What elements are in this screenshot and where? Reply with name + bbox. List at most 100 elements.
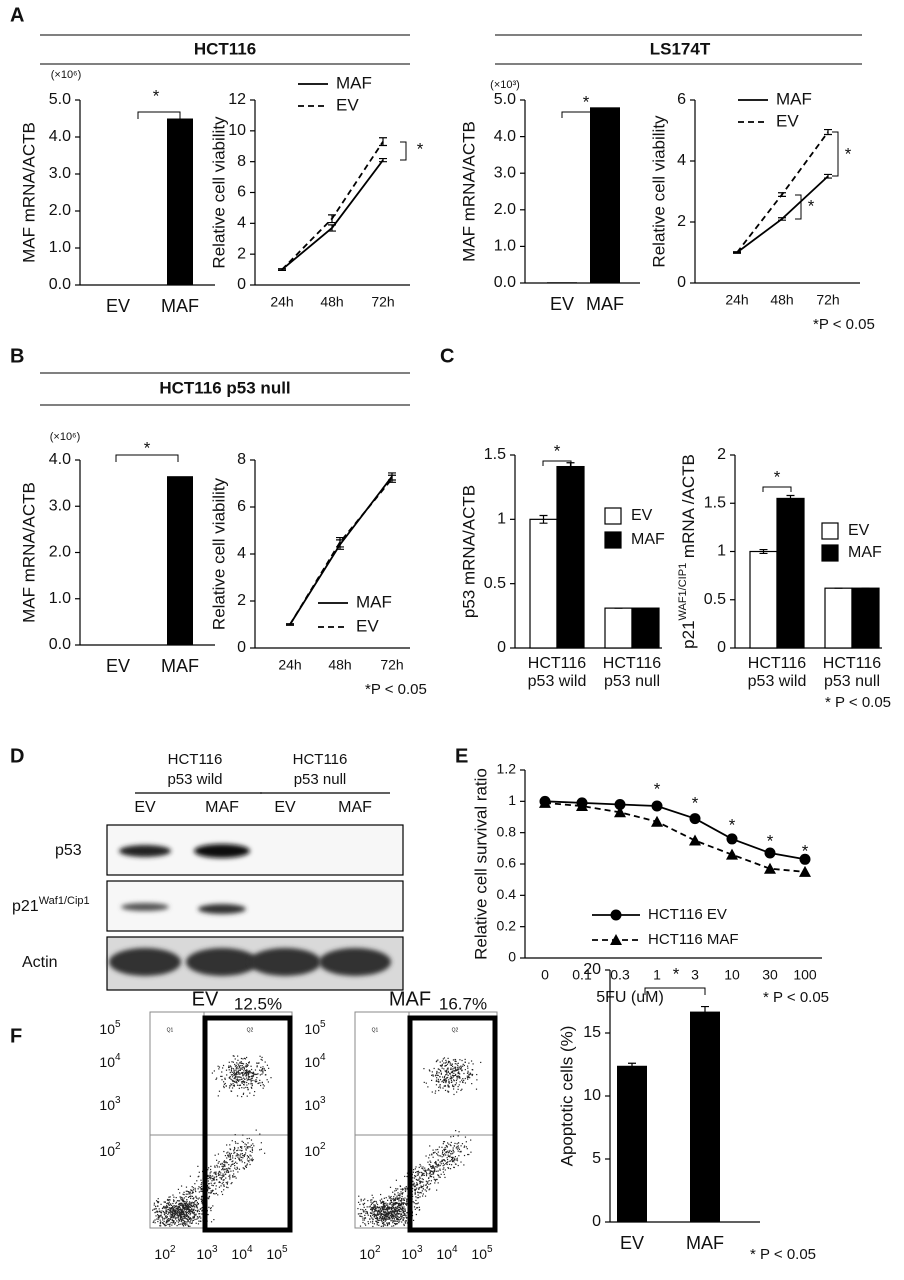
flow-dot [237, 1068, 239, 1070]
flow-dot [167, 1199, 170, 1201]
blot-band [194, 844, 250, 858]
flow-dot [457, 1135, 459, 1137]
flow-dot [178, 1207, 180, 1209]
flow-dot [228, 1156, 230, 1158]
flow-dot [463, 1064, 465, 1067]
flow-dot [384, 1209, 386, 1211]
y-tick-label: 2 [237, 592, 246, 609]
flow-dot [173, 1196, 175, 1198]
flow-dot [389, 1199, 392, 1201]
flow-dot [196, 1211, 199, 1213]
flow-dot [231, 1087, 234, 1089]
flow-dot [455, 1070, 457, 1072]
flow-dot [467, 1070, 469, 1072]
flow-dot [452, 1157, 454, 1159]
flow-dot [249, 1092, 251, 1094]
flow-dot [244, 1152, 247, 1154]
flow-dot [448, 1081, 450, 1083]
flow-dot [246, 1064, 249, 1066]
flow-dot [461, 1088, 463, 1090]
flow-dot [181, 1202, 183, 1205]
flow-dot [240, 1067, 242, 1069]
flow-dot [182, 1213, 185, 1215]
flow-dot [454, 1158, 456, 1160]
flow-dot [370, 1207, 372, 1209]
flow-dot [249, 1154, 251, 1156]
flow-dot [400, 1215, 402, 1217]
flow-dot [372, 1220, 374, 1222]
flow-dot [163, 1205, 165, 1208]
flow-dot [256, 1065, 258, 1067]
flow-dot [362, 1203, 364, 1205]
flow-dot [192, 1198, 194, 1200]
flow-dot [208, 1192, 210, 1194]
flow-dot [235, 1071, 238, 1073]
flow-dot [394, 1198, 396, 1200]
flow-dot [199, 1187, 201, 1189]
flow-dot [229, 1148, 231, 1150]
marker [799, 853, 811, 865]
flow-dot [173, 1213, 176, 1215]
flow-dot [242, 1154, 244, 1157]
flow-dot [358, 1195, 360, 1197]
flow-dot [387, 1203, 389, 1205]
blot-group-label: HCT116 [168, 751, 223, 768]
flow-dot [460, 1067, 462, 1069]
flow-dot [182, 1224, 184, 1226]
flow-dot [450, 1068, 452, 1071]
flow-dot [377, 1221, 380, 1224]
flow-dot [234, 1167, 236, 1169]
bar [631, 607, 660, 649]
flow-dot [193, 1216, 195, 1218]
x-tick-label: 24h [725, 292, 748, 308]
flow-dot [196, 1205, 198, 1207]
x-tick-label: 1 [653, 967, 661, 983]
flow-dot [452, 1076, 454, 1078]
flow-dot [379, 1209, 381, 1211]
flow-dot [401, 1206, 404, 1209]
flow-dot [375, 1218, 378, 1220]
flow-dot [446, 1157, 448, 1159]
flow-dot [415, 1213, 417, 1216]
flow-dot [456, 1143, 458, 1145]
flow-dot [178, 1219, 180, 1222]
flow-dot [215, 1185, 217, 1187]
flow-dot [392, 1216, 394, 1218]
flow-dot [165, 1210, 167, 1212]
flow-dot [439, 1085, 441, 1087]
flow-x-tick-exp: 5 [282, 1244, 288, 1255]
flow-dot [382, 1215, 384, 1218]
flow-dot [157, 1220, 159, 1223]
flow-dot [237, 1149, 239, 1151]
flow-dot [255, 1079, 257, 1081]
flow-y-tick-exp: 2 [320, 1141, 326, 1152]
flow-dot [392, 1213, 394, 1216]
flow-dot [457, 1072, 459, 1075]
flow-dot [397, 1216, 399, 1218]
flow-dot [434, 1162, 436, 1164]
flow-dot [172, 1216, 174, 1218]
flow-dot [373, 1223, 375, 1225]
flow-dot [192, 1205, 195, 1207]
flow-dot [417, 1179, 419, 1181]
flow-dot [390, 1198, 392, 1200]
flow-dot [433, 1152, 435, 1154]
flow-dot [453, 1080, 455, 1082]
flow-dot [250, 1159, 252, 1161]
flow-dot [470, 1060, 473, 1062]
flow-dot [208, 1186, 210, 1188]
x-tick-label: 0 [541, 967, 549, 983]
flow-dot [187, 1204, 189, 1206]
flow-dot [375, 1206, 377, 1208]
flow-dot [464, 1069, 466, 1071]
flow-dot [230, 1183, 232, 1185]
flow-dot [245, 1064, 247, 1067]
flow-dot [402, 1192, 404, 1194]
error-bar [278, 268, 286, 271]
flow-dot [383, 1214, 385, 1217]
flow-dot [455, 1079, 458, 1082]
flow-y-tick: 103 [99, 1095, 121, 1113]
flow-dot [416, 1187, 418, 1189]
flow-dot [189, 1225, 191, 1227]
flow-dot [443, 1068, 445, 1070]
